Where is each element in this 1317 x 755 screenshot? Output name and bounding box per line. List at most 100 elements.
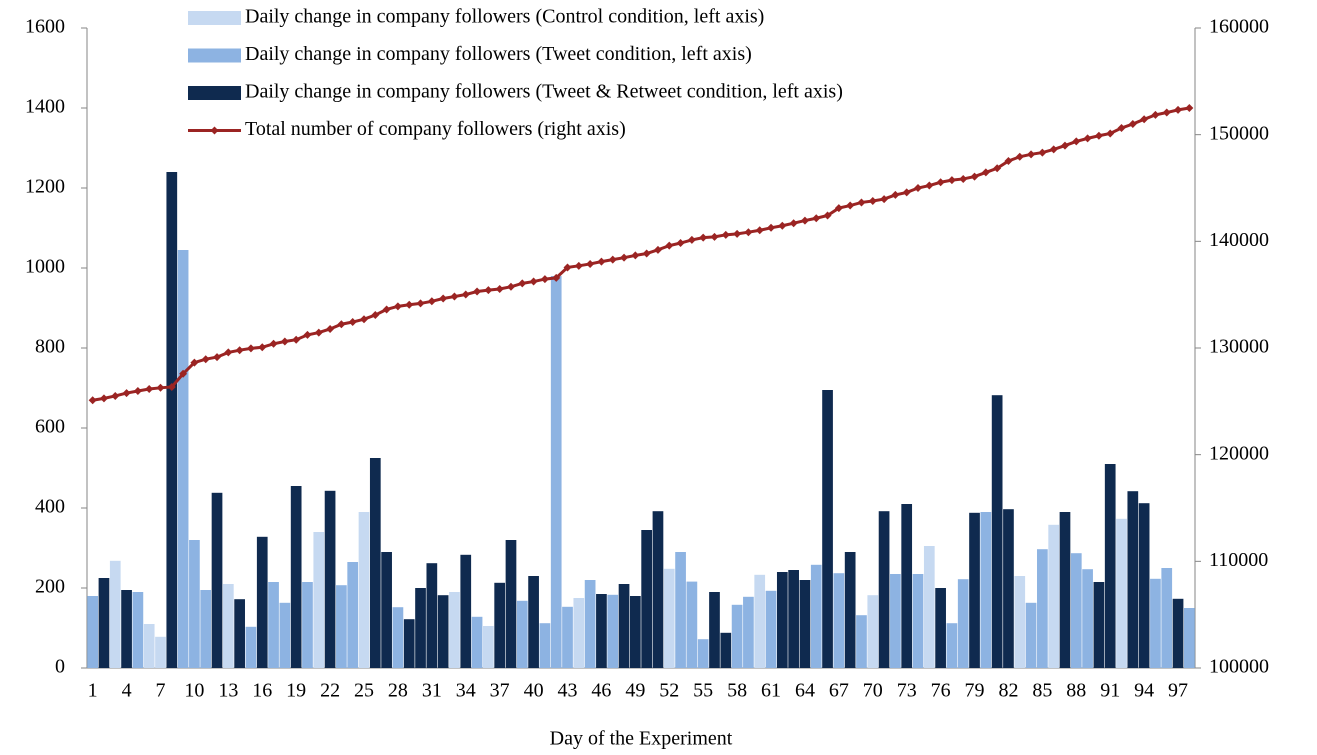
line-marker xyxy=(280,337,289,346)
legend-label: Daily change in company followers (Tweet… xyxy=(245,81,843,103)
line-marker xyxy=(201,355,210,364)
y-tick-label: 1200 xyxy=(25,176,65,198)
bar xyxy=(878,511,890,668)
line-marker xyxy=(914,184,922,193)
line-marker xyxy=(880,195,889,204)
line-marker xyxy=(427,297,436,306)
y2-tick-label: 110000 xyxy=(1209,549,1268,571)
line-marker xyxy=(1174,105,1183,114)
bar xyxy=(98,578,110,668)
bar xyxy=(935,588,946,668)
line-marker xyxy=(834,204,843,213)
bar xyxy=(833,573,845,668)
bar xyxy=(324,490,336,668)
x-tick-label: 61 xyxy=(761,680,781,702)
bar xyxy=(302,582,313,668)
line-marker xyxy=(608,255,617,264)
line-marker xyxy=(1072,137,1081,146)
bar xyxy=(1082,569,1093,668)
line-marker xyxy=(993,164,1002,173)
x-tick-label: 58 xyxy=(727,680,747,702)
line-marker xyxy=(812,214,821,223)
bar xyxy=(369,458,381,668)
line-marker xyxy=(326,324,335,333)
y2-tick-label: 160000 xyxy=(1209,16,1269,38)
line-marker xyxy=(687,235,696,244)
y-tick-label: 800 xyxy=(35,336,65,358)
line-marker xyxy=(676,239,685,248)
bar xyxy=(166,172,178,668)
line-marker xyxy=(484,286,493,295)
bar xyxy=(177,250,189,668)
line-marker xyxy=(337,320,346,329)
line-marker xyxy=(631,251,640,260)
line-marker xyxy=(1128,120,1137,129)
line-marker xyxy=(755,226,764,235)
line-marker xyxy=(540,275,549,284)
bar xyxy=(1048,524,1060,668)
bar xyxy=(788,570,799,668)
x-tick-label: 13 xyxy=(218,680,238,702)
bar xyxy=(449,592,460,668)
bar xyxy=(584,580,596,668)
bar xyxy=(1003,509,1014,668)
line-marker xyxy=(1106,129,1115,138)
line-marker xyxy=(360,315,368,324)
line-marker xyxy=(891,190,900,199)
bar xyxy=(573,598,585,668)
x-tick-label: 40 xyxy=(524,680,544,702)
line-marker xyxy=(563,263,572,272)
bar xyxy=(562,606,573,668)
bar xyxy=(460,554,472,668)
line-marker xyxy=(235,346,244,355)
x-tick-label: 28 xyxy=(388,680,408,702)
x-tick-label: 97 xyxy=(1168,680,1188,702)
bar xyxy=(279,602,291,668)
bar xyxy=(1093,582,1105,668)
line-marker xyxy=(744,228,753,237)
line-marker xyxy=(133,387,142,396)
bar xyxy=(1059,512,1071,668)
bar xyxy=(957,579,969,668)
x-tick-label: 1 xyxy=(88,680,98,702)
x-tick-label: 34 xyxy=(456,680,476,702)
bar xyxy=(415,588,426,668)
bar xyxy=(234,599,245,668)
bar xyxy=(143,624,155,668)
line-marker xyxy=(800,216,809,225)
line-marker xyxy=(348,318,357,327)
line-marker xyxy=(857,198,866,207)
line-marker xyxy=(597,257,606,266)
bar xyxy=(1025,602,1037,668)
bar xyxy=(528,576,539,668)
bar xyxy=(618,584,630,668)
line-marker xyxy=(416,299,425,308)
x-tick-label: 16 xyxy=(252,680,272,702)
y-tick-label: 1600 xyxy=(25,16,65,38)
bar xyxy=(1116,518,1127,668)
line-marker xyxy=(653,245,662,254)
line-marker xyxy=(167,382,176,391)
legend-swatch xyxy=(188,11,241,25)
line-marker xyxy=(303,330,312,339)
bar xyxy=(1138,503,1150,668)
y-tick-label: 1000 xyxy=(25,256,65,278)
y2-tick-label: 150000 xyxy=(1209,122,1269,144)
x-tick-label: 43 xyxy=(558,680,578,702)
line-marker xyxy=(699,233,708,242)
line-marker xyxy=(88,396,97,405)
line-marker xyxy=(1185,104,1194,113)
x-tick-label: 19 xyxy=(286,680,306,702)
bar xyxy=(810,564,822,668)
bar xyxy=(268,582,279,668)
line-marker xyxy=(292,335,301,344)
bar xyxy=(652,511,664,668)
line-marker xyxy=(552,273,561,282)
x-tick-label: 88 xyxy=(1066,680,1086,702)
x-tick-label: 10 xyxy=(184,680,204,702)
bar xyxy=(731,604,743,668)
line-marker xyxy=(733,229,742,238)
line-marker xyxy=(586,259,595,268)
bar xyxy=(347,562,359,668)
